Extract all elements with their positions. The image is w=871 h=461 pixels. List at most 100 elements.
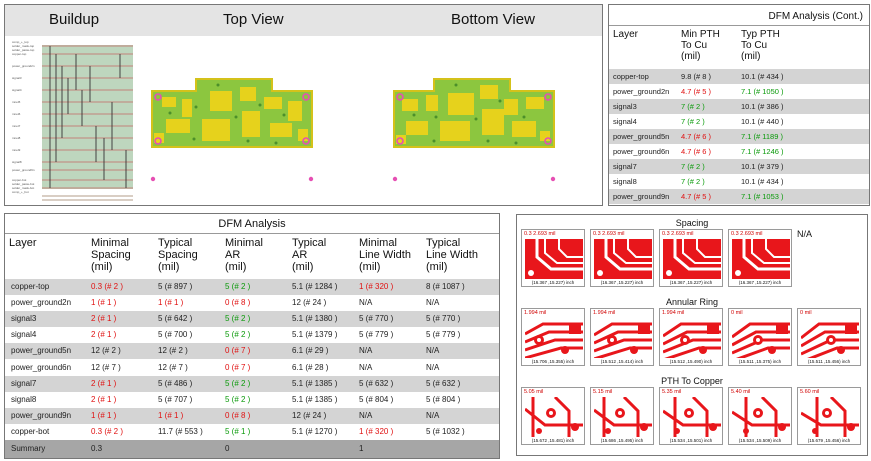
dfm-analysis-panel: DFM Analysis Layer Minimal Spacing (mil)… — [4, 213, 500, 459]
pth-thumbnail[interactable]: 5.35 mil (15.534 ,15.501) inch — [659, 387, 723, 445]
min-ar-cell: 5 (# 2 ) — [225, 394, 251, 404]
violation-coordinate: (15.686 ,15.495) inch — [600, 438, 644, 443]
min-spacing-cell: 1 (# 1 ) — [91, 298, 117, 308]
annular-thumbnail[interactable]: 1.994 mil (15.512 ,15.414) inch — [590, 308, 654, 366]
dfm-title: DFM Analysis — [218, 218, 286, 230]
spacing-thumbnail[interactable]: 0.3 2.693 mil (16.367 ,15.227) inch — [659, 229, 723, 287]
typ-line-width-cell: 5 (# 770 ) — [426, 314, 461, 324]
annular-ring-title: Annular Ring — [665, 297, 719, 307]
table-row: copper-bot 7 (# 2 ) 10.1 (# 387 ) — [609, 204, 869, 205]
min-line-width-cell: 5 (# 770 ) — [359, 314, 394, 324]
typ-pth-cell: 10.1 (# 379 ) — [741, 162, 784, 171]
typ-pth-cell: 10.1 (# 434 ) — [741, 72, 784, 81]
spacing-thumbnail[interactable]: 0.3 2.693 mil (16.367 ,15.227) inch — [521, 229, 585, 287]
violation-snapshots-panel: Spacing 0.3 2.693 mil (16.367 ,15.227) in… — [516, 214, 868, 456]
pth-thumbnail[interactable]: 5.05 mil (15.672 ,15.481) inch — [521, 387, 585, 445]
board-views-panel: Buildup Top View Bottom View comp_+_top … — [4, 4, 603, 206]
min-pth-cell: 4.7 (# 5 ) — [681, 192, 712, 201]
violation-value-label: 0.3 2.693 mil — [524, 231, 556, 237]
pth-thumbnail[interactable]: 5.15 mil (15.686 ,15.495) inch — [590, 387, 654, 445]
layer-name: signal8 — [11, 394, 37, 404]
typ-line-width-cell: 5 (# 632 ) — [426, 378, 461, 388]
layer-name: power_ground6n — [11, 362, 72, 372]
summary-min-spacing: 0.3 — [91, 444, 103, 453]
layer-name: signal4 — [613, 117, 637, 126]
annular-violation-image — [594, 318, 652, 358]
svg-text:comp_+_bot: comp_+_bot — [12, 190, 29, 194]
table-row: signal3 2 (# 1 ) 5 (# 642 ) 5 (# 2 ) 5.1 (# … — [5, 311, 499, 328]
spacing-na-text: N/A — [797, 229, 813, 239]
min-ar-cell: 0 (# 8 ) — [225, 410, 251, 420]
min-spacing-cell: 0.3 (# 2 ) — [91, 426, 124, 436]
layer-name: power_ground5n — [11, 346, 72, 356]
spacing-violation-image — [594, 239, 652, 279]
annular-violation-image — [525, 318, 583, 358]
typ-ar-cell: 5.1 (# 1284 ) — [292, 282, 338, 291]
table-row: signal8 2 (# 1 ) 5 (# 707 ) 5 (# 2 ) 5.1 (# … — [5, 392, 499, 408]
layer-name: power_ground6n — [613, 147, 670, 156]
svg-text:solder_paste-top: solder_paste-top — [12, 48, 35, 52]
svg-text:copper-bot: copper-bot — [12, 178, 27, 182]
annular-thumbnail[interactable]: 1.994 mil (15.706 ,15.355) inch — [521, 308, 585, 366]
pth-violation-image — [801, 397, 859, 437]
min-ar-cell: 0 (# 7 ) — [225, 346, 251, 356]
layer-name: signal4 — [11, 330, 37, 340]
pth-violation-image — [663, 397, 721, 437]
violation-coordinate: (16.367 ,15.227) inch — [531, 280, 575, 285]
svg-text:solder_mask-bot: solder_mask-bot — [12, 186, 34, 190]
min-pth-cell: 9.8 (# 8 ) — [681, 72, 712, 81]
header-min-ar: Minimal AR (mil) — [225, 237, 263, 273]
typ-line-width-cell: 5 (# 779 ) — [426, 330, 461, 340]
typ-spacing-cell: 5 (# 897 ) — [158, 282, 193, 291]
min-ar-cell: 5 (# 2 ) — [225, 314, 251, 324]
typ-spacing-cell: 5 (# 700 ) — [158, 330, 193, 340]
min-spacing-cell: 12 (# 7 ) — [91, 362, 121, 372]
views-header: Buildup Top View Bottom View — [5, 5, 602, 36]
table-row: power_ground2n 4.7 (# 5 ) 7.1 (# 1050 ) — [609, 84, 869, 99]
typ-ar-cell: 12 (# 24 ) — [292, 410, 327, 420]
spacing-title: Spacing — [675, 218, 709, 228]
violation-value-label: 1.994 mil — [662, 310, 685, 316]
min-line-width-cell: 1 (# 320 ) — [359, 282, 394, 291]
typ-ar-cell: 5.1 (# 1380 ) — [292, 314, 338, 324]
violation-value-label: 1.994 mil — [593, 310, 616, 316]
typ-spacing-cell: 5 (# 707 ) — [158, 394, 193, 404]
dfm-analysis-cont-panel: DFM Analysis (Cont.) Layer Min PTH To Cu… — [608, 4, 870, 206]
typ-ar-cell: 5.1 (# 1385 ) — [292, 394, 338, 404]
min-ar-cell: 5 (# 2 ) — [225, 282, 251, 291]
spacing-thumbnail[interactable]: 0.3 2.693 mil (16.367 ,15.227) inch — [590, 229, 654, 287]
annular-thumbnail[interactable]: 1.994 mil (15.512 ,15.490) inch — [659, 308, 723, 366]
pth-to-copper-title: PTH To Copper — [661, 376, 723, 386]
violation-coordinate: (15.511 ,15.375) inch — [738, 359, 782, 364]
annular-thumbnail[interactable]: 0 mil (15.511 ,15.456) inch — [797, 308, 861, 366]
svg-text:solder_paste-bot: solder_paste-bot — [12, 182, 35, 186]
table-row: power_ground2n 1 (# 1 ) 1 (# 1 ) 0 (# 8 ) 12… — [5, 295, 499, 311]
annular-violation-image — [663, 318, 721, 358]
min-ar-cell: 5 (# 2 ) — [225, 330, 251, 340]
table-row: signal7 7 (# 2 ) 10.1 (# 379 ) — [609, 159, 869, 174]
violation-value-label: 0.3 2.693 mil — [731, 231, 763, 237]
svg-text:mnet9: mnet9 — [12, 148, 21, 152]
typ-spacing-cell: 5 (# 642 ) — [158, 314, 193, 324]
min-pth-cell: 7 (# 2 ) — [681, 204, 705, 205]
pth-thumbnail[interactable]: 5.60 mil (15.679 ,15.456) inch — [797, 387, 861, 445]
min-spacing-cell: 0.3 (# 2 ) — [91, 282, 124, 291]
table-row: power_ground5n 12 (# 2 ) 12 (# 2 ) 0 (# 7 )… — [5, 343, 499, 360]
min-spacing-cell: 12 (# 2 ) — [91, 346, 121, 356]
table-row: power_ground6n 12 (# 7 ) 12 (# 7 ) 0 (# 7 )… — [5, 360, 499, 376]
min-line-width-cell: 1 (# 320 ) — [359, 426, 394, 436]
typ-spacing-cell: 11.7 (# 553 ) — [158, 426, 203, 436]
spacing-thumbnail[interactable]: 0.3 2.693 mil (16.367 ,15.227) inch — [728, 229, 792, 287]
layer-name: copper-bot — [613, 204, 649, 205]
top-view-pcb-image — [150, 78, 314, 182]
violation-coordinate: (15.534 ,15.501) inch — [669, 438, 713, 443]
svg-text:comp_+_top: comp_+_top — [12, 40, 29, 44]
header-min-pth: Min PTH To Cu (mil) — [681, 29, 720, 62]
typ-pth-cell: 7.1 (# 1189 ) — [741, 132, 783, 141]
annular-violation-image — [732, 318, 790, 358]
annular-thumbnail[interactable]: 0 mil (15.511 ,15.375) inch — [728, 308, 792, 366]
pth-thumbnail[interactable]: 5.40 mil (15.534 ,15.509) inch — [728, 387, 792, 445]
table-row: signal4 7 (# 2 ) 10.1 (# 440 ) — [609, 114, 869, 129]
typ-pth-cell: 7.1 (# 1246 ) — [741, 147, 784, 156]
header-typ-ar: Typical AR (mil) — [292, 237, 327, 273]
